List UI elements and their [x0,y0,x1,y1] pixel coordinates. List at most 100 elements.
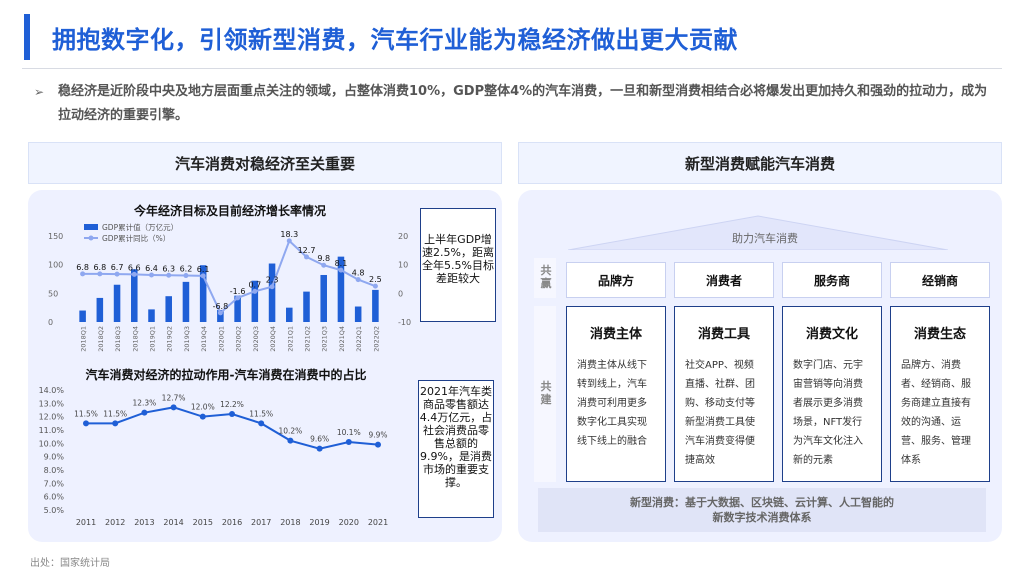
roof-shape [568,215,948,250]
x-tick-label: 2018Q2 [97,326,105,352]
gdp-growth-point [131,271,137,277]
chart2-title: 汽车消费对经济的拉动作用-汽车消费在消费中的占比 [85,368,367,382]
auto-share-point [258,420,265,427]
auto-share-point [199,413,206,420]
gdp-growth-data-label: 0.7 [248,280,261,289]
y-left-tick-label: 50 [48,289,58,298]
y-tick-label: 10.0% [39,439,65,448]
gdp-bar [148,309,155,322]
gdp-growth-point [304,254,309,260]
gdp-bar [286,307,293,322]
x-tick-label: 2013 [134,518,154,527]
gdp-growth-data-label: 8.1 [335,259,348,268]
x-tick-label: 2022Q1 [355,326,363,352]
x-tick-label: 2014 [163,518,183,527]
column-title: 消费生态 [913,327,966,342]
gdp-growth-point [200,273,206,279]
auto-share-point [229,411,235,417]
gdp-growth-point [286,238,292,244]
auto-share-data-label: 12.2% [220,400,244,409]
auto-share-data-label: 9.6% [310,435,329,444]
role-dealer: 经销商 [890,262,990,298]
gdp-growth-point [97,271,103,277]
side-label-win: 共赢 [540,264,552,290]
auto-share-point [316,445,323,452]
column-title: 消费文化 [805,327,858,342]
auto-share-point [170,404,177,411]
x-tick-label: 2021Q1 [286,326,294,352]
column-text: 消费主体从线下转到线上，汽车消费可利用更多数字化工具实现线下线上的融合 [577,360,647,447]
gdp-growth-data-label: 6.2 [180,265,193,274]
auto-share-point [83,420,89,427]
gdp-bar [354,306,362,322]
x-tick-label: 2017 [251,518,271,527]
legend-line-label: GDP累计同比（%） [102,233,170,243]
x-tick-label: 2020Q2 [235,326,243,352]
gdp-growth-data-label: 2.3 [266,276,279,285]
auto-share-point [141,409,148,416]
gdp-bar [165,296,172,322]
x-tick-label: 2020Q3 [252,326,260,352]
gdp-growth-point [217,310,223,316]
gdp-callout: 上半年GDP增速2.5%，距离全年5.5%目标差距较大 [420,208,496,322]
gdp-growth-data-label: -1.6 [230,287,246,296]
gdp-growth-data-label: 6.1 [197,265,210,274]
auto-share-point [112,420,119,427]
x-tick-label: 2019 [309,518,329,527]
gdp-growth-point [80,271,86,277]
x-tick-label: 2011 [76,518,96,527]
foot-line-2: 新数字技术消费体系 [712,511,812,524]
gdp-growth-data-label: 2.5 [369,275,382,284]
gdp-growth-point [252,288,258,294]
y-right-tick-label: 10 [398,261,408,270]
arrow-bullet-icon: ➢ [34,85,45,99]
x-tick-label: 2019Q1 [149,326,157,352]
x-tick-label: 2016 [222,518,242,527]
auto-share-data-label: 11.5% [103,409,127,418]
y-tick-label: 13.0% [39,399,65,408]
gdp-bar [96,297,104,322]
gdp-bar [320,274,327,322]
auto-retail-callout: 2021年汽车类商品零售额达4.4万亿元，占社会消费品零售总额的9.9%，是消费… [418,380,494,518]
x-tick-label: 2022Q2 [372,326,380,352]
gdp-bar [79,310,86,322]
auto-share-data-label: 11.5% [74,409,98,418]
column-consumer-subject: 消费主体 消费主体从线下转到线上，汽车消费可利用更多数字化工具实现线下线上的融合 [566,306,666,482]
auto-share-data-label: 10.2% [278,427,302,436]
x-tick-label: 2020Q1 [217,326,225,352]
auto-share-data-label: 12.7% [162,393,186,402]
auto-share-data-label: 12.0% [191,403,215,412]
x-tick-label: 2021Q3 [321,326,329,352]
gdp-growth-point [321,262,327,268]
gdp-growth-data-label: -6.8 [213,302,229,311]
x-tick-label: 2021 [368,518,388,527]
x-tick-label: 2019Q3 [183,326,191,352]
page-title: 拥抱数字化，引领新型消费，汽车行业能为稳经济做出更大贡献 [52,26,738,54]
gdp-bar [268,263,276,322]
gdp-growth-data-label: 18.3 [280,230,298,239]
gdp-growth-data-label: 6.7 [111,263,124,272]
right-panel-heading: 新型消费赋能汽车消费 [518,142,1002,184]
legend-line-marker [88,235,94,241]
y-tick-label: 8.0% [44,466,65,475]
auto-share-data-label: 9.9% [368,431,387,440]
y-tick-label: 9.0% [44,453,65,462]
chart1-title: 今年经济目标及目前经济增长率情况 [133,204,326,218]
x-tick-label: 2020Q4 [269,326,277,352]
auto-share-chart: 14.0% 13.0% 12.0% 11.0% 10.0% 9.0% 8.0% 7.0% 6.0… [39,386,389,527]
title-divider [22,68,1002,69]
gdp-bar [113,284,121,322]
gdp-bar [303,291,310,322]
role-brand: 品牌方 [566,262,666,298]
source-note: 出处：国家统计局 [30,558,110,569]
y-tick-label: 11.0% [39,426,65,435]
role-service-provider: 服务商 [782,262,882,298]
gdp-growth-data-label: 6.3 [162,264,175,273]
roof-label: 助力汽车消费 [732,232,798,245]
column-text: 品牌方、消费者、经销商、服务商建立直接有效的沟通、运营、服务、管理体系 [901,360,971,466]
gdp-growth-data-label: 6.8 [93,263,106,272]
gdp-growth-point [355,277,361,283]
gdp-growth-data-label: 6.6 [128,263,141,272]
column-title: 消费工具 [697,327,750,342]
column-consumer-tools: 消费工具 社交APP、视频直播、社群、团购、移动支付等新型消费工具使汽车消费变得… [674,306,774,482]
